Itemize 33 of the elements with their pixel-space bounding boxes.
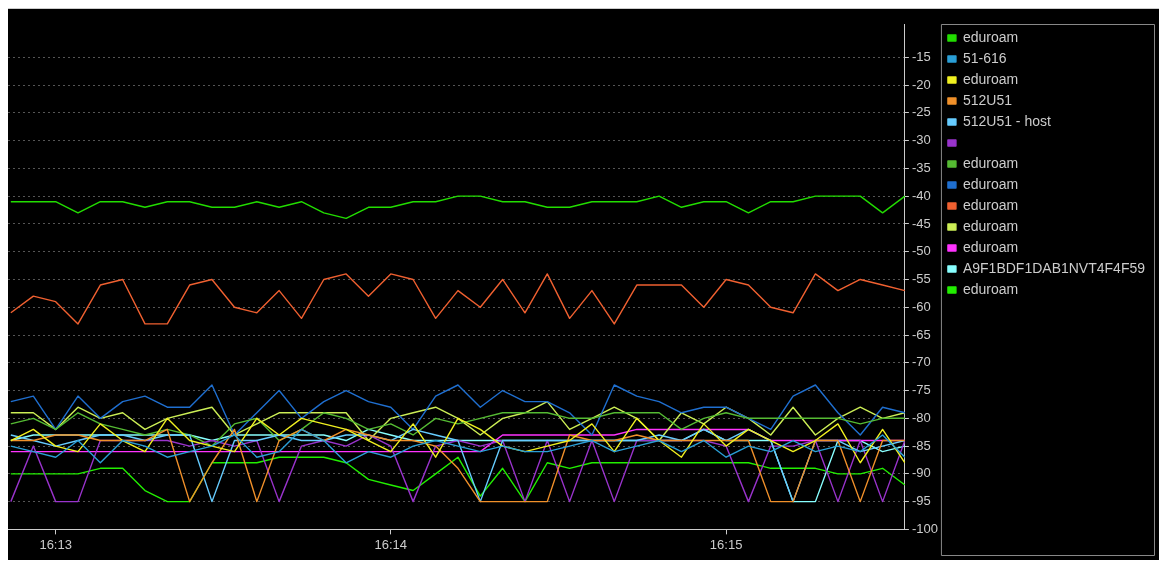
y-tick-label: -55 bbox=[911, 271, 931, 287]
legend-label: 512U51 - host bbox=[962, 112, 1051, 129]
y-tick-label: -80 bbox=[911, 409, 931, 425]
y-tick-label: -50 bbox=[911, 243, 931, 259]
x-tick-label: 16:15 bbox=[709, 536, 743, 552]
legend-label: 512U51 bbox=[962, 91, 1013, 108]
y-tick-label: -70 bbox=[911, 354, 931, 370]
y-tick-label: -45 bbox=[911, 215, 931, 231]
y-tick-label: -20 bbox=[911, 76, 931, 92]
y-tick-label: -75 bbox=[911, 382, 931, 398]
y-tick-label: -40 bbox=[911, 187, 931, 203]
y-tick-label: -15 bbox=[911, 48, 931, 64]
x-tick-label: 16:13 bbox=[39, 536, 72, 552]
legend-label: eduroam bbox=[962, 217, 1019, 234]
y-tick-label: -85 bbox=[911, 437, 931, 453]
y-tick-label: -100 bbox=[911, 520, 938, 536]
legend-label: eduroam bbox=[962, 175, 1019, 192]
legend-label: eduroam bbox=[962, 28, 1019, 45]
legend-label: eduroam bbox=[962, 238, 1019, 255]
y-tick-label: -25 bbox=[911, 104, 931, 120]
x-tick-label: 16:14 bbox=[374, 536, 408, 552]
legend-label: eduroam bbox=[962, 70, 1019, 87]
legend-label: eduroam bbox=[962, 196, 1019, 213]
y-tick-label: -95 bbox=[911, 493, 931, 509]
y-tick-label: -60 bbox=[911, 298, 931, 314]
legend-label: eduroam bbox=[962, 154, 1019, 171]
legend-label: A9F1BDF1DAB1NVT4F4F59 bbox=[962, 259, 1146, 276]
y-tick-label: -65 bbox=[911, 326, 931, 342]
legend-label: 51-616 bbox=[962, 49, 1007, 66]
y-tick-label: -35 bbox=[911, 159, 931, 175]
legend-label: eduroam bbox=[962, 280, 1019, 297]
y-tick-label: -90 bbox=[911, 465, 931, 481]
y-tick-label: -30 bbox=[911, 132, 931, 148]
